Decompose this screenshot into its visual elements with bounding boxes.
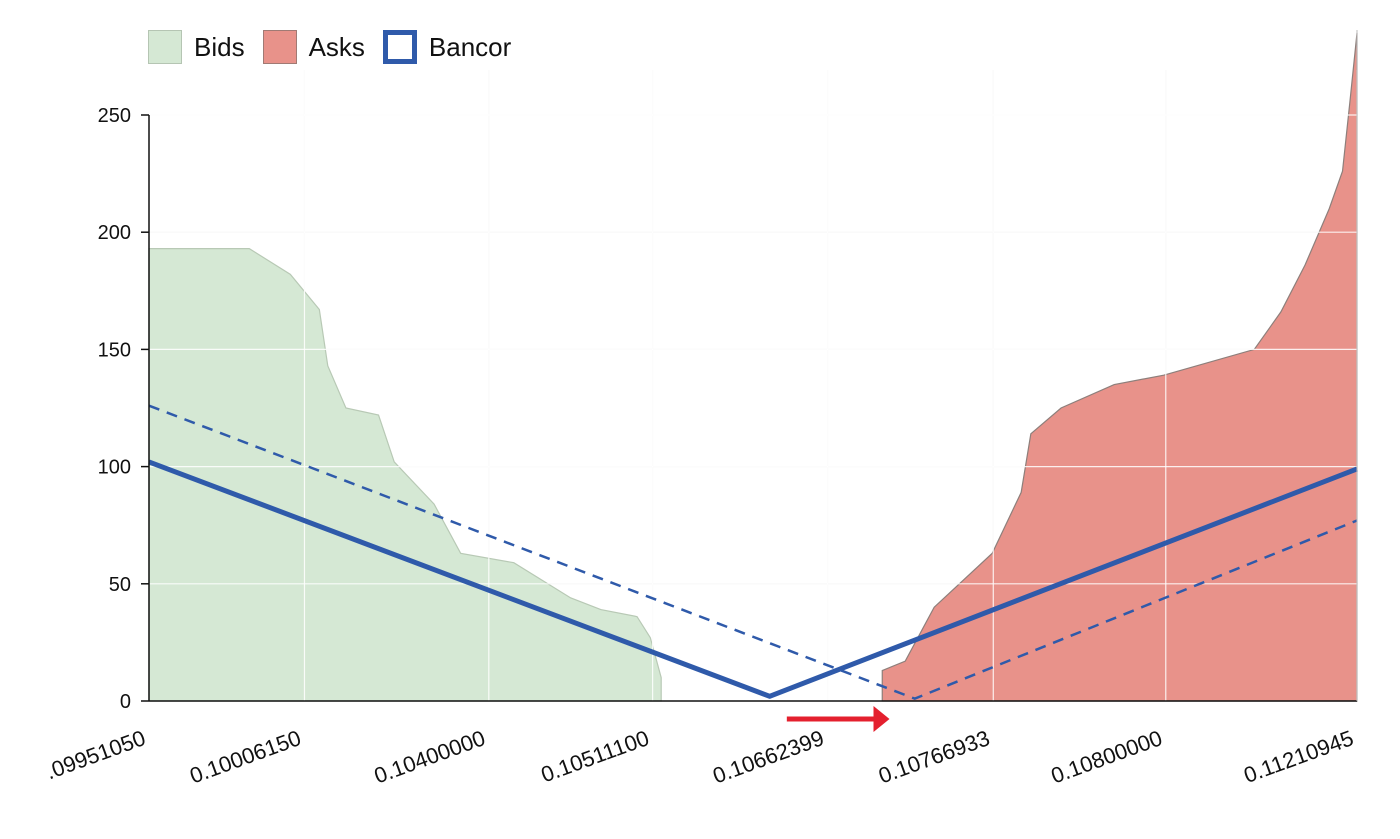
y-tick-label: 200 (98, 222, 131, 244)
area-asks (881, 32, 1358, 702)
area-bids (148, 248, 662, 702)
axes (141, 30, 1358, 702)
legend-label-bancor: Bancor (428, 31, 512, 62)
x-tick-label: 0.10766933 (875, 725, 993, 788)
x-tick-label: 0.10400000 (371, 725, 489, 788)
x-tick-label: 0.10662399 (709, 725, 827, 788)
legend-item-bids: Bids (148, 30, 245, 64)
bancor-swatch (382, 30, 417, 64)
legend-item-bancor: Bancor (382, 30, 512, 64)
x-tick-label: .09951050 (42, 725, 148, 784)
arrow-head-icon (873, 706, 890, 732)
x-tick-label: 0.11210945 (1240, 725, 1356, 788)
x-tick-label: 0.10006150 (186, 725, 304, 788)
y-tick-label: 100 (98, 457, 131, 479)
legend: Bids Asks Bancor (148, 30, 511, 64)
asks-swatch (262, 30, 297, 64)
y-tick-label: 0 (120, 691, 131, 713)
line-bancor-dashed (148, 404, 1358, 700)
x-tick-label: 0.10511100 (538, 725, 653, 787)
y-tick-label: 50 (109, 574, 131, 596)
annotations (786, 706, 890, 732)
legend-label-bids: Bids (194, 31, 245, 62)
bancor-lines (148, 404, 1358, 700)
bids-swatch (148, 30, 182, 64)
legend-label-asks: Asks (308, 31, 365, 62)
y-tick-label: 250 (98, 105, 131, 127)
line-bancor-solid (148, 459, 1358, 699)
depth-areas (148, 32, 1358, 702)
y-tick-label: 150 (98, 339, 131, 361)
x-tick-label: 0.10800000 (1048, 725, 1166, 788)
legend-item-asks: Asks (262, 30, 365, 64)
